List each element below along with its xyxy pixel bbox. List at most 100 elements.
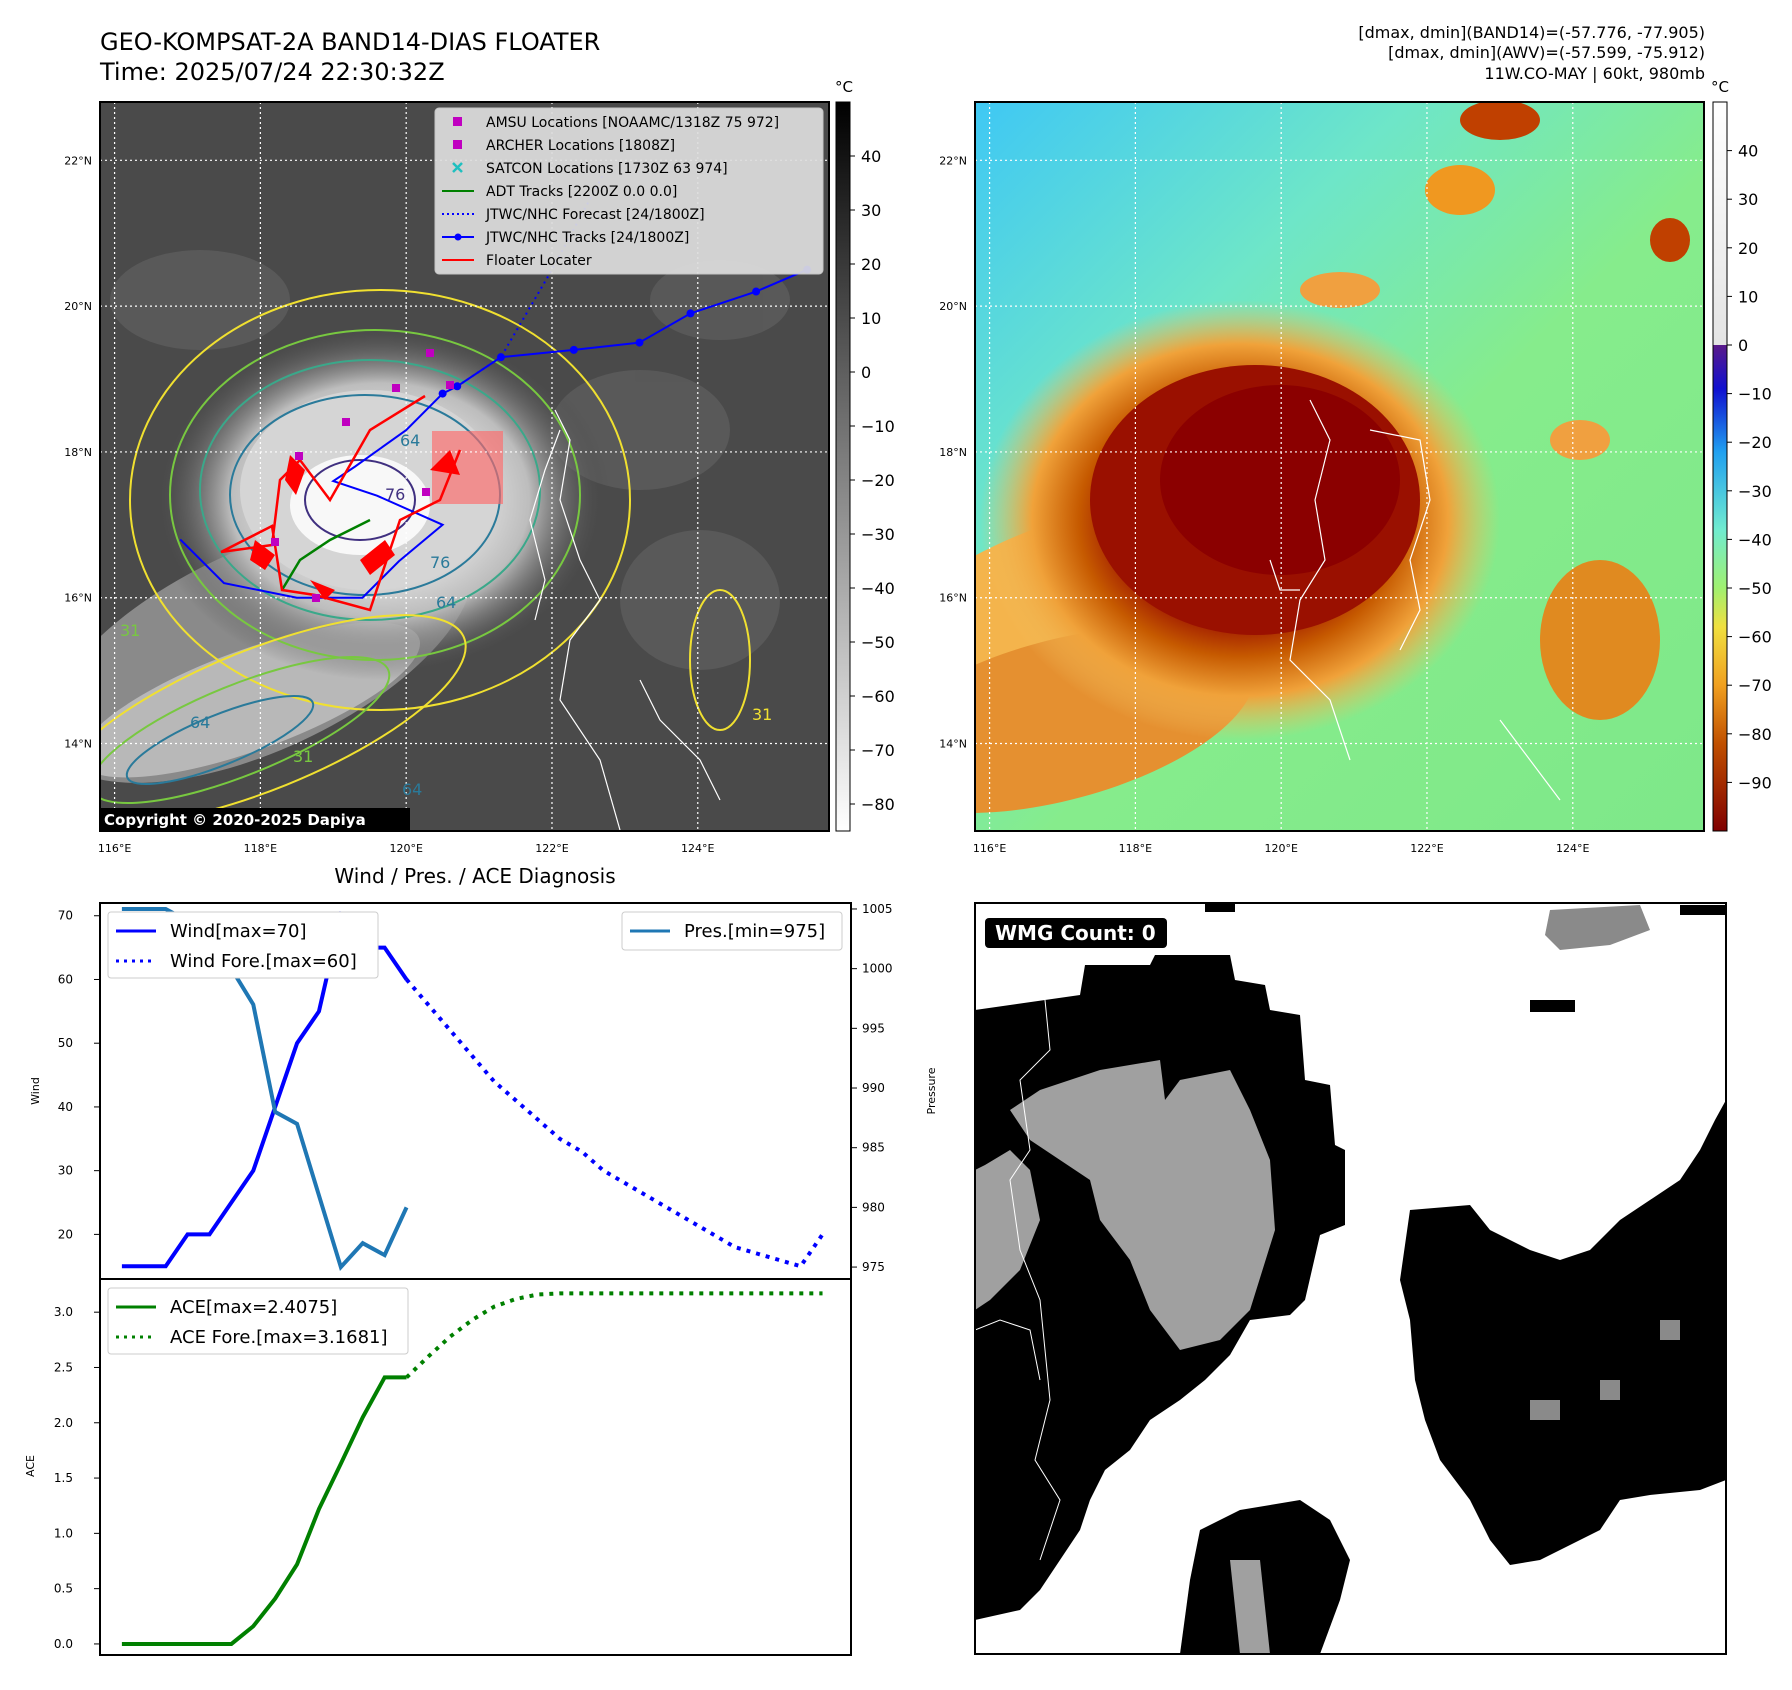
ace-legend-label: ACE[max=2.4075]	[170, 1297, 337, 1318]
ace-series-group	[121, 1291, 823, 1646]
dmax-band14-info: [dmax, dmin](BAND14)=(-57.776, -77.905)	[1358, 23, 1705, 42]
map-legend: AMSU Locations [NOAAMC/1318Z 75 972] ARCH…	[434, 107, 824, 275]
ace-ytick-label: 1.5	[54, 1471, 73, 1485]
lon-tick-label: 120°E	[1264, 842, 1297, 855]
contour-label: 76	[430, 553, 450, 572]
colorbar-tick-label: 30	[861, 201, 881, 220]
wind-ytick-label: 20	[58, 1227, 73, 1241]
wmg-count-badge	[985, 918, 1167, 948]
ace-ytick-label: 0.5	[54, 1582, 73, 1596]
series-line-ACE[max=2.4075]	[121, 1375, 407, 1646]
ir-colorbar	[835, 101, 851, 832]
lon-tick-label: 124°E	[1556, 842, 1589, 855]
ir-map-frame	[99, 101, 830, 832]
lat-tick-label: 16°N	[939, 592, 967, 605]
series-line-Pres.[min=975]	[121, 906, 409, 1271]
storm-info: 11W.CO-MAY | 60kt, 980mb	[1484, 64, 1705, 83]
legend-item-label: JTWC/NHC Tracks [24/1800Z]	[485, 230, 689, 246]
colorbar-tick-label: 40	[1738, 142, 1758, 161]
lon-tick-label: 122°E	[535, 842, 568, 855]
ace-legend: ACE[max=2.4075] ACE Fore.[max=3.1681]	[107, 1287, 409, 1355]
ir-contour-labels: 64 64 64 76 76 31 31 64 31	[120, 431, 772, 799]
floater-locator-track	[220, 394, 462, 612]
pressure-ylabel: Pressure	[925, 1067, 938, 1114]
pressure-legend-label: Pres.[min=975]	[684, 921, 825, 942]
copyright-box	[100, 808, 410, 831]
copyright-text: Copyright © 2020-2025 Dapiya	[104, 811, 366, 829]
wind-ytick-label: 60	[58, 972, 73, 986]
legend-item-label: SATCON Locations [1730Z 63 974]	[486, 161, 728, 177]
colorbar-tick-label: 10	[861, 309, 881, 328]
ace-ytick-label: 2.0	[54, 1416, 73, 1430]
colorbar-tick-label: −30	[1738, 482, 1772, 501]
colorbar-tick-label: −90	[1738, 773, 1772, 792]
pressure-ytick-label: 1000	[862, 962, 893, 976]
lon-tick-label: 122°E	[1410, 842, 1443, 855]
pressure-legend: Pres.[min=975]	[621, 911, 843, 951]
storm-track	[179, 174, 812, 599]
wind-ytick-label: 70	[58, 909, 73, 923]
colorbar-tick-label: 30	[1738, 190, 1758, 209]
lat-tick-label: 18°N	[64, 446, 92, 459]
lat-tick-label: 22°N	[939, 154, 967, 167]
colorbar-tick-label: −20	[1738, 433, 1772, 452]
ace-ytick-label: 1.0	[54, 1526, 73, 1540]
lon-tick-label: 124°E	[681, 842, 714, 855]
ace-ytick-label: 3.0	[54, 1305, 73, 1319]
ace-plot-frame	[99, 1278, 852, 1656]
contour-label: 31	[120, 621, 140, 640]
jtwc-track-point	[752, 287, 761, 296]
ace-ytick-label: 2.5	[54, 1360, 73, 1374]
jtwc-track-point	[686, 309, 695, 318]
wind-fore-legend-label: Wind Fore.[max=60]	[170, 951, 357, 972]
wmg-frame	[974, 902, 1727, 1655]
adt-track-line	[280, 518, 371, 591]
wind-axes: 70 60 50 40 30 20 1005 1000 995 990 985 980 975	[58, 902, 893, 1274]
contour-label: 76	[385, 485, 405, 504]
colorbar-tick-label: −30	[861, 525, 895, 544]
awv-colorbar	[1712, 101, 1728, 832]
legend-item-label: JTWC/NHC Forecast [24/1800Z]	[485, 207, 705, 223]
colorbar-tick-label: −20	[861, 471, 895, 490]
colorbar-tick-label: −60	[1738, 628, 1772, 647]
colorbar-tick-label: −50	[861, 633, 895, 652]
awv-colorbar-warm	[1713, 102, 1727, 345]
colorbar-tick-label: −10	[1738, 385, 1772, 404]
pressure-ytick-label: 990	[862, 1081, 885, 1095]
diagnosis-title: Wind / Pres. / ACE Diagnosis	[334, 864, 615, 888]
lat-tick-label: 14°N	[64, 738, 92, 751]
legend-item-label: ADT Tracks [2200Z 0.0 0.0]	[486, 184, 677, 200]
contour-label: 31	[752, 705, 772, 724]
colorbar-tick-label: 40	[861, 147, 881, 166]
wind-ytick-label: 40	[58, 1100, 73, 1114]
awv-map-frame	[974, 101, 1705, 832]
ir-colorbar-ticks: 40 30 20 10 0 −10 −20 −30 −40 −50 −60 −70 −80	[850, 147, 895, 814]
lon-tick-label: 118°E	[244, 842, 277, 855]
colorbar-tick-label: −10	[861, 417, 895, 436]
colorbar-tick-label: −40	[861, 579, 895, 598]
wind-legend-label: Wind[max=70]	[170, 921, 307, 942]
awv-colorbar-ticks: 40 30 20 10 0 −10 −20 −30 −40 −50 −60 −70 −80 −90	[1727, 142, 1772, 792]
wind-legend: Wind[max=70] Wind Fore.[max=60]	[107, 911, 379, 979]
ace-fore-legend-label: ACE Fore.[max=3.1681]	[170, 1327, 388, 1348]
pressure-ytick-label: 985	[862, 1141, 885, 1155]
contour-label: 64	[436, 593, 456, 612]
contour-label: 64	[190, 713, 210, 732]
awv-axis-labels: 116°E 118°E 120°E 122°E 124°E 22°N 20°N 18°N 16°…	[939, 154, 1589, 855]
lat-tick-label: 22°N	[64, 154, 92, 167]
contour-label: 64	[402, 780, 422, 799]
wind-ylabel: Wind	[29, 1077, 42, 1105]
lat-tick-label: 18°N	[939, 446, 967, 459]
lat-tick-label: 16°N	[64, 592, 92, 605]
lon-tick-label: 118°E	[1119, 842, 1152, 855]
wind-ytick-label: 30	[58, 1164, 73, 1178]
lat-tick-label: 20°N	[64, 300, 92, 313]
series-line-ACE Fore.[max=3.1681]	[405, 1291, 823, 1379]
colorbar-tick-label: −80	[1738, 725, 1772, 744]
lat-tick-label: 14°N	[939, 738, 967, 751]
colorbar-tick-label: −70	[861, 741, 895, 760]
ace-ytick-label: 0.0	[54, 1637, 73, 1651]
ir-colorbar-unit: °C	[835, 78, 853, 96]
lat-tick-label: 20°N	[939, 300, 967, 313]
